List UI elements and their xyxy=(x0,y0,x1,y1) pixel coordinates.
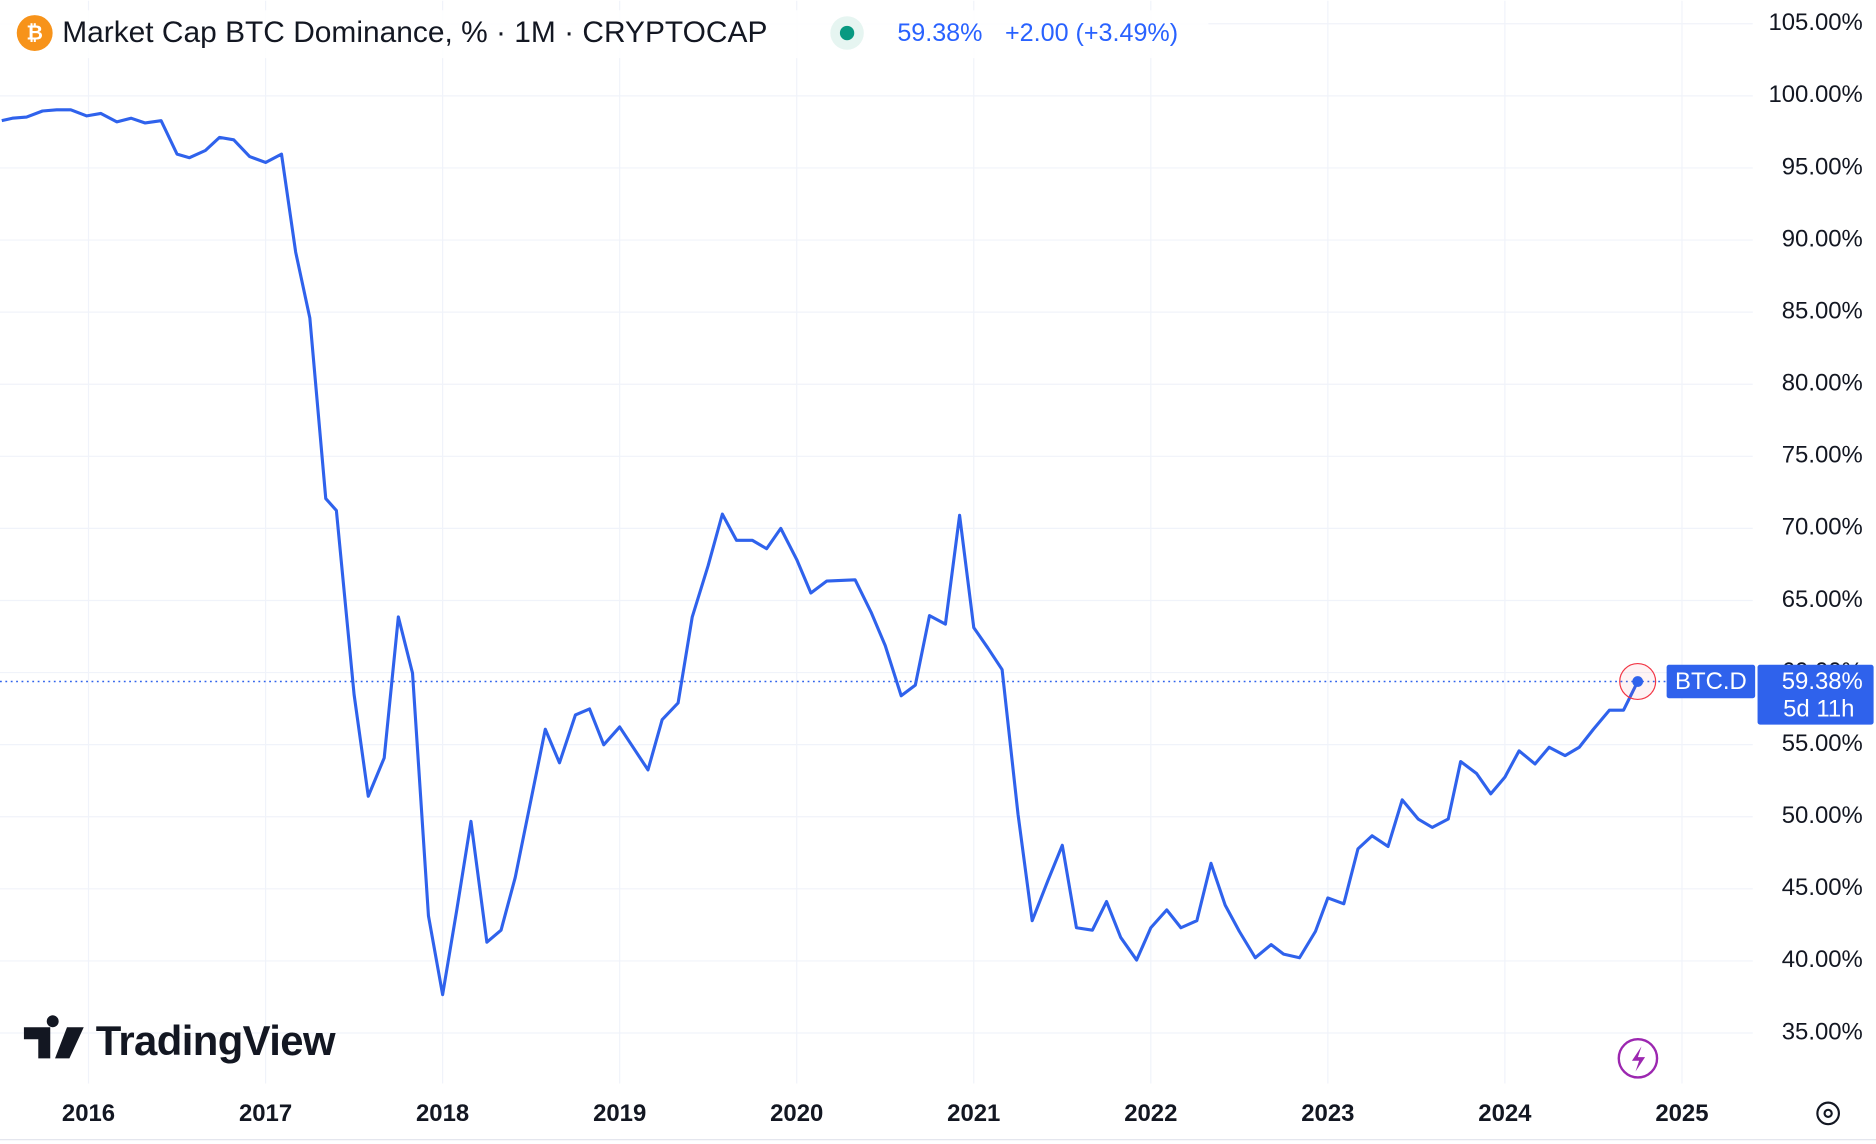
y-tick-label: 95.00% xyxy=(1782,153,1863,180)
y-tick-label: 105.00% xyxy=(1768,9,1862,36)
header-bg xyxy=(0,10,1209,59)
flash-icon[interactable] xyxy=(1617,1038,1659,1079)
x-tick-label: 2016 xyxy=(62,1100,115,1127)
y-tick-label: 50.00% xyxy=(1782,802,1863,829)
x-tick-label: 2023 xyxy=(1301,1100,1354,1127)
brand-logo: TradingView xyxy=(23,1015,337,1064)
x-tick-label: 2019 xyxy=(593,1100,646,1127)
btc-icon xyxy=(16,15,53,51)
symbol-label: BTC.D xyxy=(1675,668,1747,695)
y-tick-label: 90.00% xyxy=(1782,225,1863,252)
y-tick-label: 70.00% xyxy=(1782,514,1863,541)
y-tick-label: 100.00% xyxy=(1768,81,1862,108)
x-tick-label: 2024 xyxy=(1478,1100,1532,1127)
status-dot xyxy=(839,25,855,41)
series-line xyxy=(1,108,1640,997)
brand-mark xyxy=(23,1015,84,1059)
symbol-badge xyxy=(1666,664,1756,699)
grid xyxy=(0,0,1753,1084)
y-tick-label: 40.00% xyxy=(1782,946,1863,973)
plot xyxy=(0,108,1753,997)
y-tick-label: 35.00% xyxy=(1782,1018,1863,1045)
brand-text: TradingView xyxy=(96,1017,336,1064)
x-tick-label: 2017 xyxy=(239,1100,292,1127)
chart-title: Market Cap BTC Dominance, % · 1M · CRYPT… xyxy=(62,16,767,49)
y-tick-label: 65.00% xyxy=(1782,586,1863,613)
overlay: 35.00%40.00%45.00%50.00%55.00%60.00%65.0… xyxy=(62,9,1874,1127)
y-tick-label: 80.00% xyxy=(1782,370,1863,397)
x-tick-label: 2022 xyxy=(1124,1100,1177,1127)
flash-glyph xyxy=(1631,1046,1646,1072)
settings-icon-core xyxy=(1823,1108,1833,1119)
y-tick-label: 75.00% xyxy=(1782,442,1863,469)
x-tick-label: 2020 xyxy=(770,1100,823,1127)
x-tick-label: 2021 xyxy=(947,1100,1000,1127)
price-label: 59.38% xyxy=(897,19,982,47)
y-tick-label: 55.00% xyxy=(1782,730,1863,757)
countdown-label: 5d 11h xyxy=(1783,696,1854,723)
last-value-point xyxy=(1632,676,1644,687)
price-badge-label: 59.38% xyxy=(1782,668,1863,695)
btc-icon-glyph: ₿ xyxy=(26,23,43,45)
y-tick-label: 85.00% xyxy=(1782,297,1863,324)
settings-icon[interactable] xyxy=(1816,1101,1840,1126)
x-tick-label: 2018 xyxy=(416,1100,469,1127)
change-label: +2.00 (+3.49%) xyxy=(1005,19,1178,47)
price-badge xyxy=(1757,664,1874,725)
x-tick-label: 2025 xyxy=(1655,1100,1708,1127)
y-tick-label: 45.00% xyxy=(1782,874,1863,901)
